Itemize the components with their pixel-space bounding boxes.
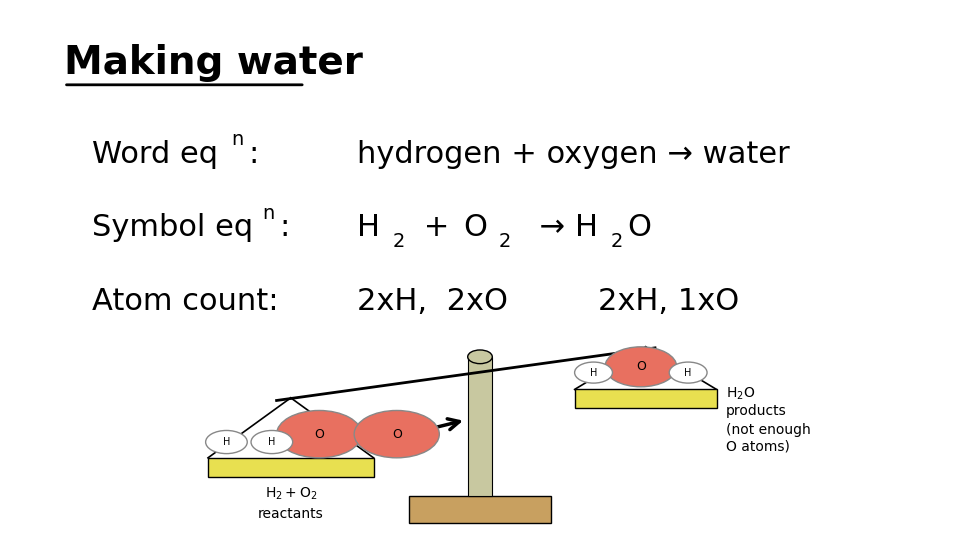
Text: :: : [249, 140, 258, 169]
Text: :: : [279, 213, 290, 242]
Text: (not enough: (not enough [726, 423, 811, 436]
Text: n: n [231, 130, 244, 149]
Circle shape [605, 347, 677, 387]
Circle shape [575, 362, 612, 383]
Text: reactants: reactants [258, 507, 324, 521]
Text: O: O [392, 428, 401, 441]
Circle shape [252, 430, 293, 454]
Bar [468, 357, 492, 496]
Text: 2: 2 [499, 232, 512, 251]
Text: Atom count:: Atom count: [92, 287, 278, 316]
Circle shape [354, 410, 440, 458]
Text: +: + [414, 213, 459, 242]
Text: O atoms): O atoms) [726, 440, 790, 454]
Text: products: products [726, 404, 787, 418]
Circle shape [468, 350, 492, 363]
Text: O: O [628, 213, 652, 242]
Bar [575, 389, 716, 408]
Bar [409, 496, 551, 523]
Text: 2: 2 [393, 232, 405, 251]
Text: $\mathregular{H_2+O_2}$: $\mathregular{H_2+O_2}$ [265, 485, 317, 502]
Circle shape [276, 410, 362, 458]
Text: O: O [463, 213, 487, 242]
Text: $\mathregular{H_2O}$: $\mathregular{H_2O}$ [726, 386, 756, 402]
Text: Word eq: Word eq [92, 140, 218, 169]
Text: 2xH, 1xO: 2xH, 1xO [598, 287, 739, 316]
Text: Making water: Making water [63, 44, 363, 82]
Text: hydrogen + oxygen → water: hydrogen + oxygen → water [357, 140, 790, 169]
Text: 2xH,  2xO: 2xH, 2xO [357, 287, 508, 316]
Text: H: H [684, 368, 692, 377]
Bar [208, 458, 373, 477]
Circle shape [669, 362, 708, 383]
Text: Symbol eq: Symbol eq [92, 213, 253, 242]
Circle shape [205, 430, 248, 454]
Text: H: H [589, 368, 597, 377]
Text: H: H [357, 213, 380, 242]
Text: 2: 2 [611, 232, 623, 251]
Text: O: O [314, 428, 324, 441]
Text: H: H [223, 437, 230, 447]
Text: n: n [262, 204, 275, 222]
Text: →: → [519, 213, 585, 242]
Text: H: H [575, 213, 598, 242]
Text: H: H [268, 437, 276, 447]
Text: O: O [636, 360, 646, 373]
